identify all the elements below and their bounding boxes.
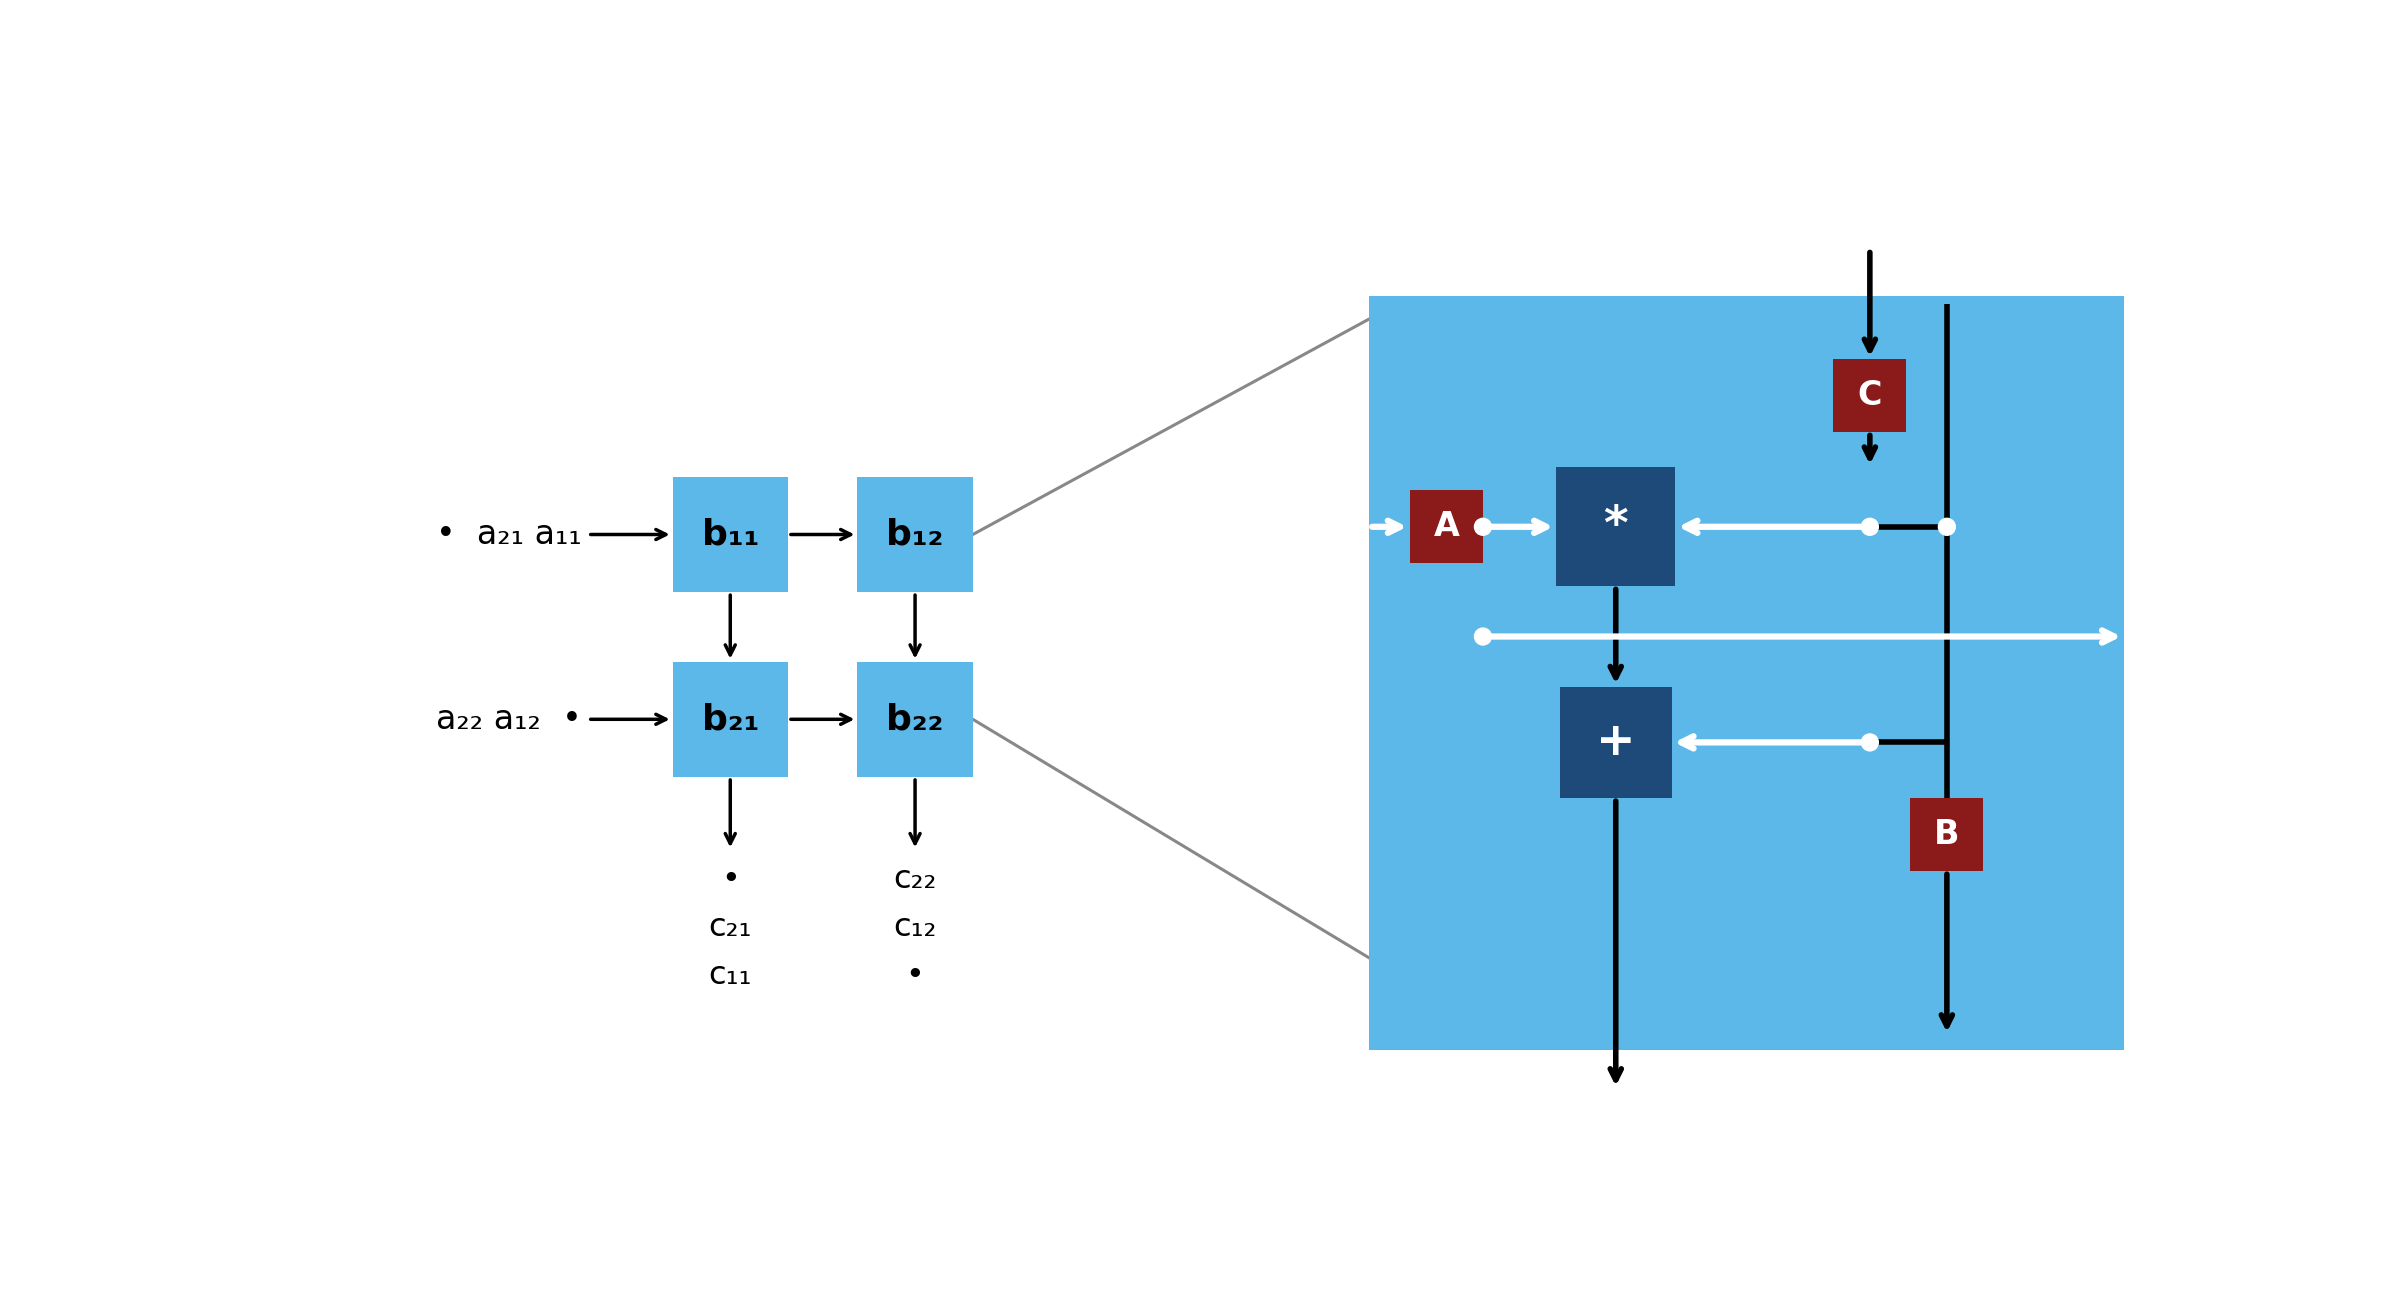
FancyBboxPatch shape — [674, 662, 789, 777]
Text: a₂₂ a₁₂  •: a₂₂ a₁₂ • — [435, 702, 582, 736]
Text: c₁₁: c₁₁ — [710, 959, 753, 990]
Circle shape — [1475, 627, 1492, 645]
FancyBboxPatch shape — [1369, 296, 2124, 1051]
Text: b₁₂: b₁₂ — [885, 517, 943, 552]
Text: +: + — [1595, 721, 1636, 765]
FancyBboxPatch shape — [1557, 468, 1675, 587]
Circle shape — [1475, 519, 1492, 536]
FancyBboxPatch shape — [1833, 359, 1906, 432]
FancyBboxPatch shape — [1559, 686, 1672, 798]
FancyBboxPatch shape — [857, 662, 972, 777]
Text: B: B — [1934, 819, 1958, 852]
Text: C: C — [1857, 380, 1881, 413]
Text: A: A — [1434, 511, 1460, 544]
Text: •: • — [905, 959, 924, 990]
FancyBboxPatch shape — [857, 477, 972, 592]
Text: c₂₁: c₂₁ — [710, 912, 753, 943]
Text: *: * — [1602, 504, 1629, 549]
Text: c₂₂: c₂₂ — [893, 865, 936, 895]
Circle shape — [1862, 519, 1879, 536]
Text: •  a₂₁ a₁₁: • a₂₁ a₁₁ — [435, 517, 582, 552]
Text: b₁₁: b₁₁ — [703, 517, 758, 552]
FancyBboxPatch shape — [1410, 490, 1482, 563]
Circle shape — [1939, 519, 1956, 536]
Text: •: • — [722, 865, 739, 895]
Text: c₁₂: c₁₂ — [893, 912, 936, 943]
FancyBboxPatch shape — [674, 477, 789, 592]
Circle shape — [1862, 734, 1879, 751]
Text: b₂₂: b₂₂ — [885, 702, 943, 736]
Text: b₂₁: b₂₁ — [703, 702, 758, 736]
FancyBboxPatch shape — [1910, 798, 1983, 871]
